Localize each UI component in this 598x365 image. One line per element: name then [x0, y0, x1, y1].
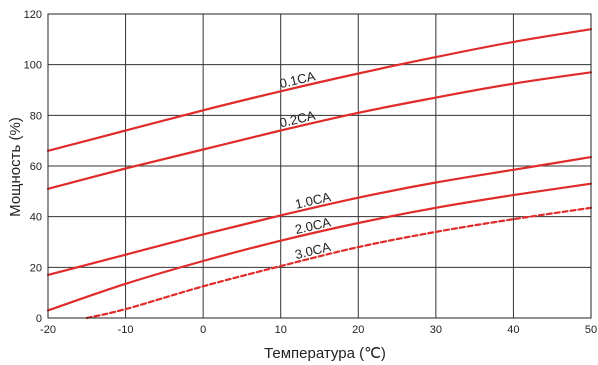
- series-line-0-1ca: [46, 28, 593, 152]
- y-tick-label: 40: [30, 212, 42, 224]
- series-group: [46, 28, 593, 320]
- x-tick-label: -10: [118, 324, 134, 336]
- y-tick-label: 80: [30, 110, 42, 122]
- x-axis-label: Температура (℃): [264, 345, 386, 362]
- series-line-0-2ca: [46, 71, 593, 190]
- tick-labels: -20 -10 0 10 20 30 40 50 0 20 40 60 80 100 120: [24, 9, 597, 336]
- x-tick-label: 20: [352, 324, 364, 336]
- x-tick-label: 0: [200, 324, 206, 336]
- y-axis-label: Мощность (%): [7, 117, 24, 217]
- series-line-1-0ca: [46, 156, 593, 276]
- y-tick-label: 60: [30, 161, 42, 173]
- y-tick-label: 120: [24, 9, 42, 21]
- y-tick-label: 0: [36, 313, 42, 325]
- y-tick-label: 20: [30, 262, 42, 274]
- x-tick-label: 30: [430, 324, 442, 336]
- series-line-3-0ca: [85, 206, 593, 320]
- x-tick-label: 40: [507, 324, 519, 336]
- plot-frame: [47, 13, 592, 319]
- x-tick-label: 50: [585, 324, 597, 336]
- x-tick-label: 10: [275, 324, 287, 336]
- y-tick-label: 100: [24, 60, 42, 72]
- x-tick-label: -20: [40, 324, 56, 336]
- series-line-2-0ca: [46, 182, 593, 312]
